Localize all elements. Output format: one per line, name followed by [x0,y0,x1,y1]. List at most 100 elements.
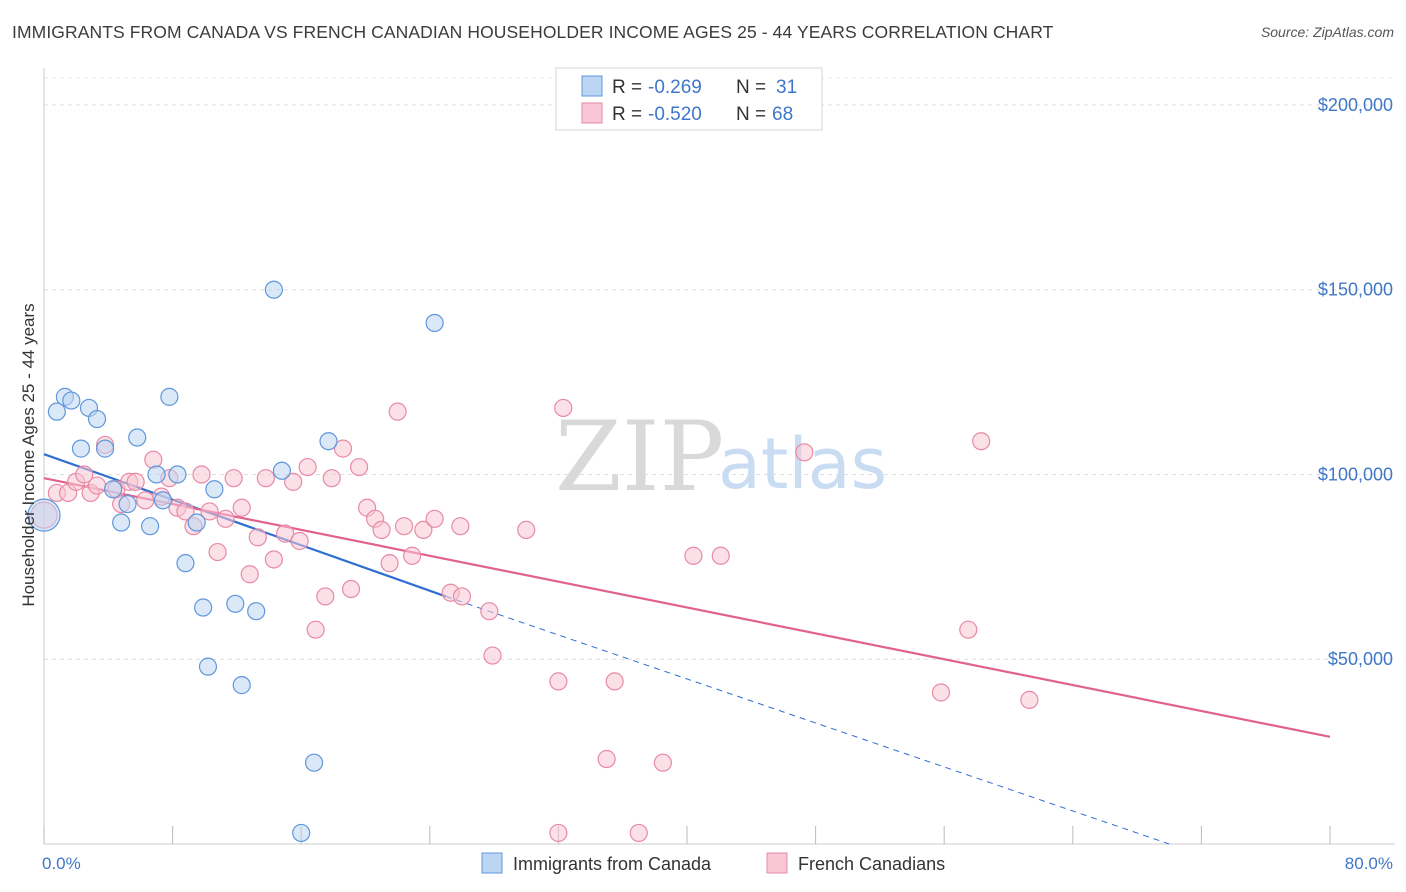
legend-n-value-1: 31 [776,77,797,98]
correlation-legend: R = -0.269 N = 31 R = -0.520 N = 68 [555,67,823,131]
french-point [290,531,309,551]
french-point [264,550,283,569]
data-points [27,280,1039,843]
canada-point [104,480,123,499]
french-point [298,457,317,477]
french-point [224,469,243,488]
canada-point [232,676,251,695]
canada-point [87,409,107,429]
y-axis-title: Householder Income Ages 25 - 44 years [19,303,38,606]
source-credit: Source: ZipAtlas.com [1260,24,1394,40]
french-point [276,524,295,543]
bottom-legend-canada: Immigrants from Canada [513,854,712,874]
french-point [549,823,568,843]
french-point [136,491,155,510]
y-tick-label: $100,000 [1318,464,1393,484]
french-point [684,546,703,565]
legend-r-label-1: R = [612,77,642,98]
french-point [931,683,951,702]
french-point [372,520,391,540]
french-point [403,546,422,565]
french-point [144,450,163,469]
french-point [480,602,499,621]
french-point [414,520,433,540]
canada-point [47,402,66,421]
y-tick-label: $50,000 [1328,649,1393,669]
french-point [549,672,568,691]
x-tick-label-min: 0.0% [42,854,81,873]
y-tick-label: $150,000 [1318,280,1393,300]
x-tick-label-max: 80.0% [1345,854,1393,873]
french-point [126,472,145,491]
french-point [256,469,275,488]
canada-point [304,753,324,772]
bottom-swatch-canada [481,852,503,874]
canada-point [292,823,311,843]
french-point [75,465,94,484]
french-point [176,502,195,521]
canada-point [194,598,213,617]
canada-point [128,428,147,447]
legend-swatch-canada [581,75,603,97]
french-point [554,398,573,418]
canada-trend-extension [445,595,1170,845]
french-point [629,823,648,843]
bottom-swatch-french [766,852,788,874]
french-trend-line [43,477,1331,738]
canada-point [160,387,179,406]
canada-point [205,480,224,499]
french-point [452,587,472,606]
french-point [394,517,414,536]
french-point [597,749,616,769]
x-tick-labels: 0.0% 80.0% [42,854,1393,873]
french-point [425,509,444,528]
bottom-legend-french: French Canadians [798,854,945,874]
canada-point [27,498,61,532]
canada-point [62,391,81,410]
canada-point [272,461,292,480]
canada-point [168,465,187,484]
french-point [316,587,335,606]
french-point [1020,690,1039,709]
canada-point [187,513,206,532]
series-legend: Immigrants from Canada French Canadians [481,852,945,874]
french-point [380,554,399,573]
canada-point [319,432,338,451]
legend-r-label-2: R = [612,104,642,125]
canada-point [176,554,195,573]
french-point [284,472,303,491]
canada-point [118,494,137,514]
french-point [232,498,251,517]
canada-point [425,313,444,333]
french-point [322,469,341,488]
canada-point [264,280,283,299]
french-point [333,439,353,458]
canada-point [95,439,115,458]
trend-lines [43,453,1331,845]
french-point [388,402,407,421]
french-point [216,509,235,528]
canada-trend-line [43,453,447,598]
y-tick-labels: $50,000 $100,000 $150,000 $200,000 [1318,95,1393,669]
french-point [248,528,267,547]
french-point [711,546,730,565]
canada-point [153,491,173,510]
legend-n-label-2: N = [736,104,766,125]
french-point [200,502,219,521]
watermark-zip: ZIP [555,401,724,513]
french-point [208,542,227,562]
legend-swatch-french [581,102,603,124]
watermark-atlas: atlas [718,423,887,505]
canada-point [71,439,91,458]
canada-point [226,594,245,613]
french-point [959,620,978,639]
canada-point [140,517,160,536]
french-point [240,565,259,584]
canada-point [247,602,266,621]
french-point [483,646,502,665]
legend-n-label-1: N = [736,77,766,98]
canada-point [198,657,218,676]
french-point [451,517,470,536]
french-point [972,432,991,451]
legend-r-value-1: -0.269 [648,77,702,98]
